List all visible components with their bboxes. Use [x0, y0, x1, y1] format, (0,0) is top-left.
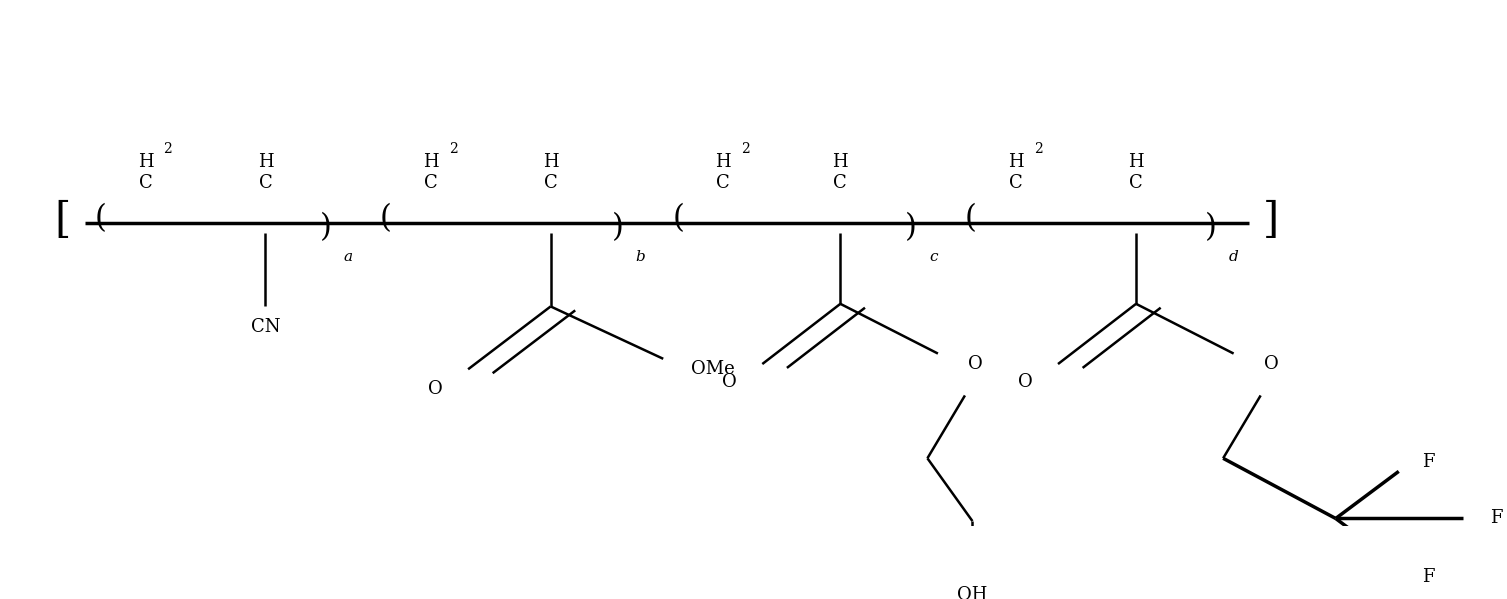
- Text: OMe: OMe: [690, 360, 734, 379]
- Text: C: C: [716, 174, 731, 192]
- Text: C: C: [833, 174, 847, 192]
- Text: 2: 2: [164, 143, 172, 156]
- Text: [: [: [54, 199, 71, 241]
- Text: 2: 2: [741, 143, 750, 156]
- Text: ): ): [1206, 213, 1218, 243]
- Text: c: c: [930, 250, 937, 264]
- Text: C: C: [139, 174, 152, 192]
- Text: H: H: [543, 153, 559, 171]
- Text: O: O: [428, 380, 443, 398]
- Text: OH: OH: [957, 586, 987, 599]
- Text: ): ): [906, 213, 916, 243]
- Text: H: H: [1129, 153, 1144, 171]
- Text: b: b: [636, 250, 645, 264]
- Text: (: (: [380, 203, 392, 234]
- Text: F: F: [1490, 510, 1502, 528]
- Text: (: (: [672, 203, 684, 234]
- Text: ): ): [612, 213, 624, 243]
- Text: O: O: [1017, 373, 1032, 391]
- Text: C: C: [259, 174, 273, 192]
- Text: H: H: [258, 153, 273, 171]
- Text: H: H: [832, 153, 848, 171]
- Text: H: H: [1008, 153, 1023, 171]
- Text: 2: 2: [1034, 143, 1043, 156]
- Text: H: H: [716, 153, 731, 171]
- Text: F: F: [1423, 453, 1435, 471]
- Text: C: C: [1010, 174, 1023, 192]
- Text: (: (: [95, 203, 107, 234]
- Text: (: (: [964, 203, 977, 234]
- Text: a: a: [344, 250, 353, 264]
- Text: d: d: [1228, 250, 1239, 264]
- Text: ): ): [319, 213, 332, 243]
- Text: C: C: [1129, 174, 1142, 192]
- Text: C: C: [544, 174, 558, 192]
- Text: C: C: [423, 174, 437, 192]
- Text: O: O: [1264, 355, 1278, 373]
- Text: F: F: [1423, 568, 1435, 586]
- Text: O: O: [967, 355, 983, 373]
- Text: H: H: [137, 153, 154, 171]
- Text: H: H: [423, 153, 439, 171]
- Text: ]: ]: [1263, 199, 1279, 241]
- Text: O: O: [722, 373, 737, 391]
- Text: 2: 2: [449, 143, 458, 156]
- Text: CN: CN: [250, 319, 280, 337]
